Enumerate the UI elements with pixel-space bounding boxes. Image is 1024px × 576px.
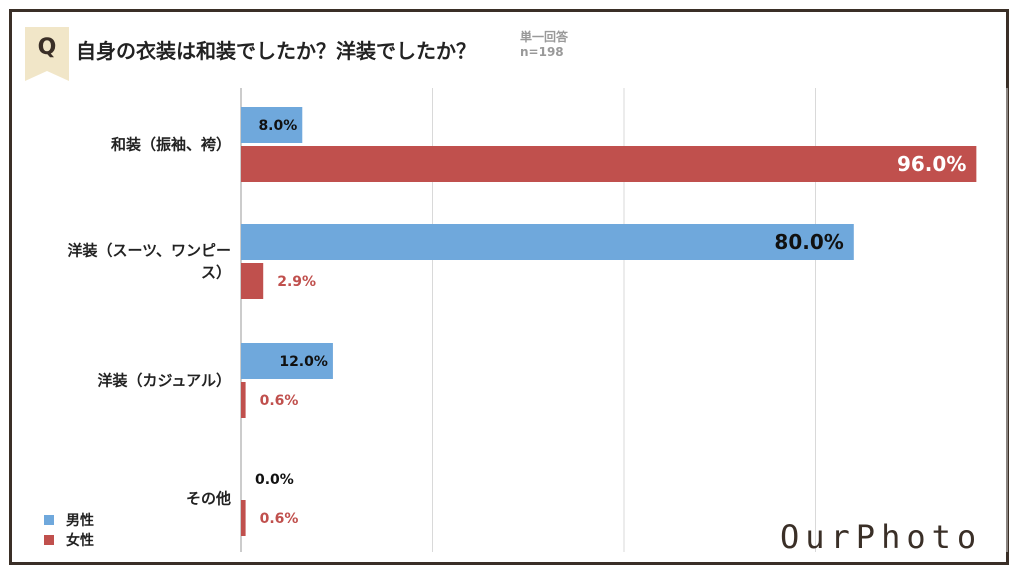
bar-female xyxy=(241,500,246,536)
data-label-male: 80.0% xyxy=(774,230,843,254)
ourphoto-logo: OurPhoto xyxy=(780,518,983,556)
bar-female xyxy=(241,263,264,299)
answer-type: 単一回答 xyxy=(520,30,569,44)
bar-female xyxy=(241,382,246,418)
bar-male xyxy=(241,107,303,143)
data-label-male: 12.0% xyxy=(279,354,328,370)
bar-female xyxy=(241,146,977,182)
question-badge-label: Q xyxy=(37,35,57,60)
sample-size: n=198 xyxy=(520,45,564,59)
chart-frame xyxy=(9,9,1009,565)
legend-label-male: 男性 xyxy=(66,513,94,529)
data-label-female: 0.6% xyxy=(260,393,299,409)
category-label-line: 洋装（スーツ、ワンピー xyxy=(67,242,231,260)
data-label-female: 2.9% xyxy=(277,274,316,290)
category-label-line: ス） xyxy=(201,264,231,282)
question-title: 自身の衣装は和装でしたか？洋装でしたか？ xyxy=(76,39,476,63)
survey-meta: 単一回答 n=198 xyxy=(520,30,568,60)
legend: 男性 女性 xyxy=(44,510,94,550)
category-label: 和装（振袖、袴） xyxy=(111,136,231,154)
category-label: 洋装（カジュアル） xyxy=(97,372,231,390)
question-badge: Q xyxy=(25,27,69,81)
category-label: 洋装（スーツ、ワンピース） xyxy=(67,242,231,282)
data-label-male: 8.0% xyxy=(258,118,297,134)
data-label-female: 0.6% xyxy=(260,511,299,527)
bar-male xyxy=(241,343,333,379)
legend-label-female: 女性 xyxy=(66,533,94,549)
legend-item-female: 女性 xyxy=(44,530,94,550)
data-label-female: 96.0% xyxy=(897,152,966,176)
legend-swatch-female xyxy=(44,535,54,545)
legend-swatch-male xyxy=(44,515,54,525)
legend-item-male: 男性 xyxy=(44,510,94,530)
data-label-male: 0.0% xyxy=(255,472,294,488)
bar-male xyxy=(241,224,854,260)
category-label: その他 xyxy=(186,490,231,508)
